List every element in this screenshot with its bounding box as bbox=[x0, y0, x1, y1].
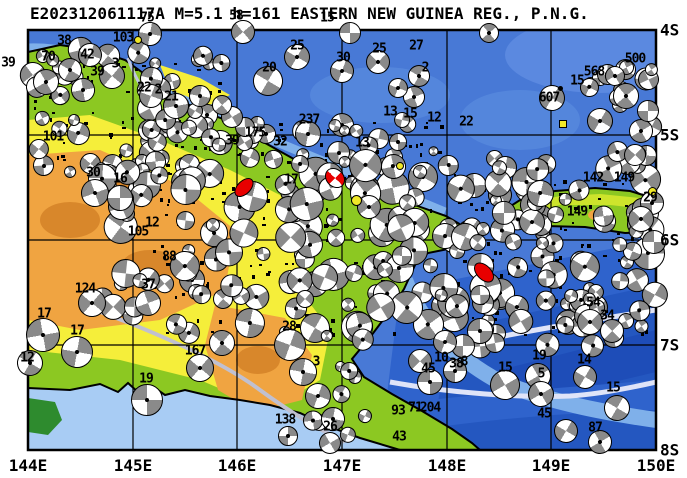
terrain-layer bbox=[28, 30, 656, 450]
page-title: E202312061117A M=5.1 h=161 EASTERN NEW G… bbox=[30, 4, 589, 23]
